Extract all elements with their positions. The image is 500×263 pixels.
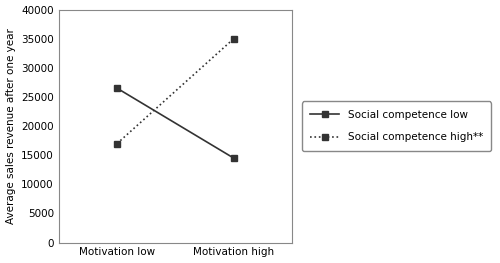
Y-axis label: Average sales revenue after one year: Average sales revenue after one year bbox=[6, 28, 16, 224]
Legend: Social competence low, Social competence high**: Social competence low, Social competence… bbox=[302, 102, 492, 151]
